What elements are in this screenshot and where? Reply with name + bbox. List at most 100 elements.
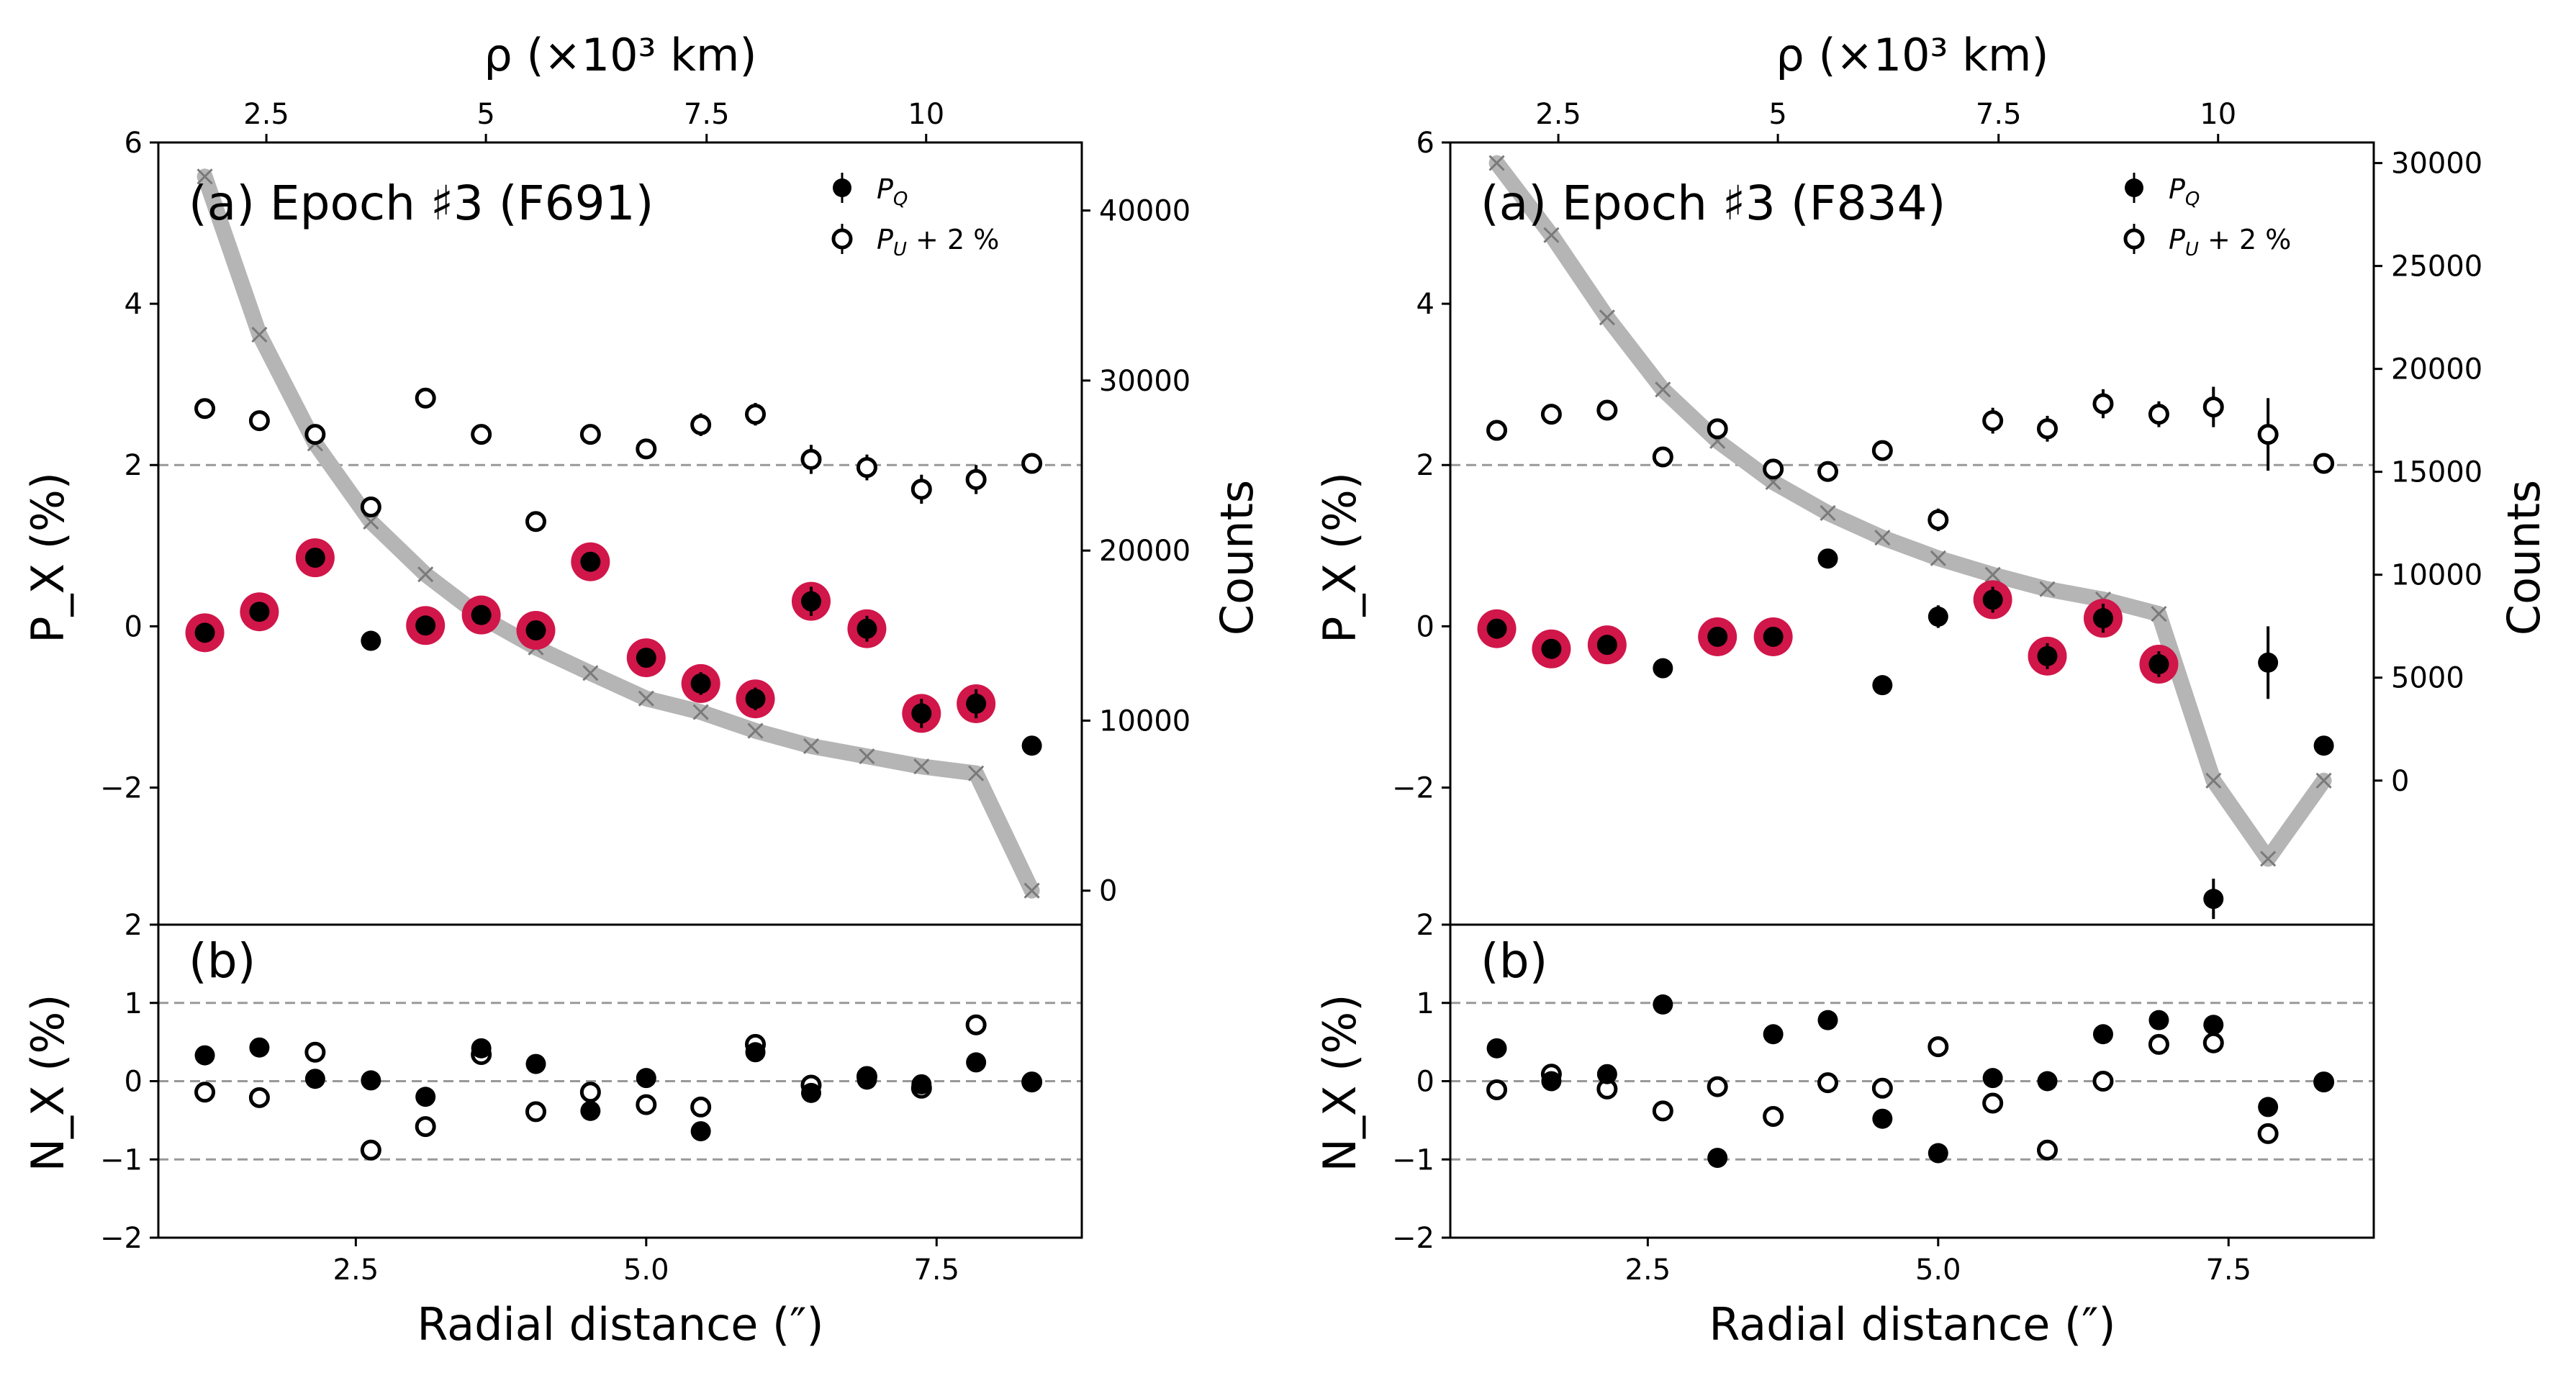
nu-point bbox=[579, 1082, 601, 1103]
pq-point bbox=[1653, 658, 1673, 679]
nu-point bbox=[2092, 1071, 2114, 1092]
pq-point bbox=[194, 622, 215, 643]
pu-point bbox=[2148, 404, 2169, 425]
counts-tick-label: 5000 bbox=[2391, 662, 2464, 695]
nq-point bbox=[1486, 1038, 1507, 1059]
pu-point bbox=[1982, 410, 2004, 432]
legend-marker-pu bbox=[831, 224, 853, 254]
y-tick-label: 4 bbox=[125, 288, 143, 321]
nq-point bbox=[471, 1038, 492, 1059]
pq-point bbox=[471, 604, 492, 625]
counts-marker bbox=[747, 722, 764, 739]
nq-point bbox=[1541, 1071, 1562, 1092]
pq-point bbox=[361, 630, 381, 651]
nu-point bbox=[304, 1041, 326, 1063]
counts-tick-label: 10000 bbox=[1099, 704, 1190, 738]
legend-marker-pu bbox=[2123, 224, 2145, 254]
counts-marker bbox=[638, 690, 654, 707]
nu-point bbox=[248, 1087, 270, 1108]
y-tick-label: 2 bbox=[1416, 449, 1434, 482]
sub-y-tick-label: 0 bbox=[125, 1066, 143, 1099]
pq-point bbox=[857, 618, 877, 639]
nq-point bbox=[966, 1052, 987, 1073]
pq-point bbox=[2313, 735, 2334, 756]
counts-marker bbox=[2260, 851, 2277, 867]
nq-point bbox=[1817, 1010, 1838, 1030]
nq-point bbox=[415, 1087, 436, 1107]
axis-ticks: 2.5 5.0 7.5 2.5 5 7.5 10 −2 0 2 4 6 −2 −1 0 1 2 0 5000 1000… bbox=[1392, 98, 2482, 1287]
counts-marker bbox=[196, 168, 213, 185]
nu-point bbox=[415, 1116, 436, 1138]
pq-point bbox=[2037, 645, 2058, 666]
x-axis-title: Radial distance (″) bbox=[417, 1298, 823, 1351]
pu-point bbox=[1486, 420, 1508, 441]
top-x-tick-label: 5 bbox=[476, 98, 494, 131]
counts-marker bbox=[803, 738, 820, 754]
pu-point bbox=[248, 410, 270, 432]
counts-marker bbox=[1488, 155, 1505, 171]
top-axis-title: ρ (×10³ km) bbox=[1776, 29, 2048, 81]
pu-point bbox=[2257, 424, 2279, 445]
pq-point bbox=[1928, 606, 1948, 627]
nu-point bbox=[2148, 1033, 2169, 1055]
counts-marker bbox=[1820, 504, 1836, 521]
pu-point bbox=[360, 497, 381, 518]
pu-point bbox=[471, 424, 492, 445]
pq-point bbox=[415, 615, 436, 636]
counts-marker bbox=[251, 326, 268, 343]
counts-line bbox=[1488, 155, 2332, 867]
pq-point bbox=[2258, 652, 2279, 673]
counts-marker bbox=[1599, 309, 1615, 326]
nq-point bbox=[194, 1045, 215, 1066]
pu-point bbox=[579, 424, 601, 445]
pu-point bbox=[1928, 509, 1949, 530]
legend-marker-pq bbox=[833, 173, 851, 203]
nq-point bbox=[2203, 1015, 2224, 1035]
counts-tick-label: 0 bbox=[2391, 765, 2409, 798]
axis-ticks: 2.5 5.0 7.5 2.5 5 7.5 10 −2 0 2 4 6 −2 −1 0 1 2 0 10000 200… bbox=[100, 98, 1190, 1287]
top-x-tick-label: 7.5 bbox=[1976, 98, 2022, 131]
legend-label-pu: PU + 2 % bbox=[2169, 224, 2291, 260]
nq-point bbox=[1707, 1148, 1728, 1169]
pq-point bbox=[636, 648, 656, 668]
pq-point bbox=[249, 602, 270, 622]
pq-point bbox=[911, 703, 932, 724]
counts-tick-label: 25000 bbox=[2391, 250, 2482, 284]
counts-marker bbox=[2205, 772, 2222, 789]
nq-point bbox=[800, 1082, 821, 1103]
counts-tick-label: 10000 bbox=[2391, 559, 2482, 592]
pq-point bbox=[1872, 675, 1893, 696]
top-x-tick-label: 2.5 bbox=[1535, 98, 1581, 131]
top-axis-title: ρ (×10³ km) bbox=[484, 29, 756, 81]
counts-marker bbox=[968, 765, 985, 781]
pu-point bbox=[2313, 453, 2335, 474]
nq-point bbox=[2148, 1010, 2169, 1030]
legend-marker-pq bbox=[2125, 173, 2143, 203]
x-tick-label: 7.5 bbox=[2205, 1254, 2251, 1287]
nu-point bbox=[690, 1096, 712, 1118]
pu-point bbox=[745, 404, 767, 425]
counts-marker bbox=[1874, 530, 1891, 546]
nq-point bbox=[1653, 994, 1673, 1015]
nq-point bbox=[304, 1069, 325, 1089]
x-tick-label: 2.5 bbox=[333, 1254, 379, 1287]
y-axis-title-nx: N_X (%) bbox=[1314, 994, 1366, 1172]
data-points bbox=[1477, 386, 2335, 1169]
pu-point bbox=[1763, 458, 1784, 480]
legend: PQ PU + 2 % bbox=[831, 173, 999, 260]
pu-point bbox=[1540, 404, 1562, 425]
nq-point bbox=[2258, 1097, 2279, 1118]
pq-point bbox=[1707, 626, 1728, 647]
counts-marker bbox=[582, 665, 599, 681]
reference-lines bbox=[1450, 463, 2374, 1161]
y-axis-title-px: P_X (%) bbox=[22, 472, 74, 643]
nq-point bbox=[2313, 1071, 2334, 1092]
legend-label-pq: PQ bbox=[877, 173, 908, 210]
nu-point bbox=[1763, 1105, 1784, 1127]
pu-point bbox=[965, 468, 987, 490]
nq-point bbox=[580, 1100, 601, 1121]
counts-marker bbox=[363, 513, 379, 530]
pu-point bbox=[1652, 446, 1673, 468]
